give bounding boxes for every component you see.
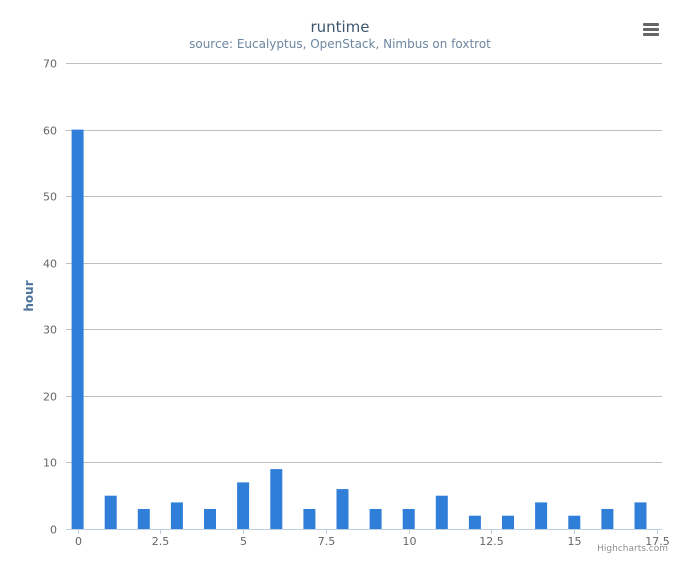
- x-tick-label: 15: [568, 535, 582, 548]
- bar[interactable]: [237, 482, 250, 529]
- bar[interactable]: [336, 489, 349, 529]
- bar[interactable]: [634, 502, 647, 529]
- y-tick-label: 30: [43, 324, 57, 337]
- bar[interactable]: [137, 509, 150, 529]
- chart-subtitle: source: Eucalyptus, OpenStack, Nimbus on…: [189, 37, 491, 51]
- y-tick-label: 70: [43, 58, 57, 71]
- bar[interactable]: [204, 509, 216, 529]
- grid-lines: [66, 63, 662, 463]
- bar[interactable]: [170, 502, 183, 529]
- y-tick-label: 0: [50, 524, 57, 537]
- axes: 0 10 20 30 40 50 60 70 0 2.5 5 7.5 10 12.5 15 17.5: [43, 58, 670, 549]
- x-tick-label: 17.5: [645, 535, 670, 548]
- bar[interactable]: [402, 509, 415, 529]
- x-tick-label: 12.5: [479, 535, 504, 548]
- bar[interactable]: [535, 502, 548, 529]
- bar[interactable]: [435, 495, 448, 529]
- y-tick-label: 20: [43, 391, 57, 404]
- bar[interactable]: [369, 509, 382, 529]
- y-tick-label: 10: [43, 457, 57, 470]
- bar-series: [71, 129, 647, 529]
- export-menu-button[interactable]: [636, 16, 666, 42]
- y-axis-title: hour: [22, 280, 36, 311]
- bar[interactable]: [104, 495, 117, 529]
- x-tick-label: 10: [403, 535, 417, 548]
- x-tick-label: 7.5: [318, 535, 336, 548]
- y-tick-label: 50: [43, 191, 57, 204]
- bar[interactable]: [601, 509, 614, 529]
- x-tick-label: 2.5: [152, 535, 170, 548]
- x-tick-label: 5: [240, 535, 247, 548]
- chart-title: runtime: [310, 18, 370, 36]
- bar[interactable]: [502, 515, 514, 529]
- bar[interactable]: [270, 469, 283, 529]
- y-tick-label: 60: [43, 125, 57, 138]
- bar[interactable]: [303, 509, 316, 529]
- y-tick-label: 40: [43, 258, 57, 271]
- x-tick-label: 0: [75, 535, 82, 548]
- bar[interactable]: [568, 515, 581, 529]
- bar[interactable]: [71, 129, 84, 529]
- bar[interactable]: [468, 515, 481, 529]
- credits-link[interactable]: Highcharts.com: [597, 544, 668, 554]
